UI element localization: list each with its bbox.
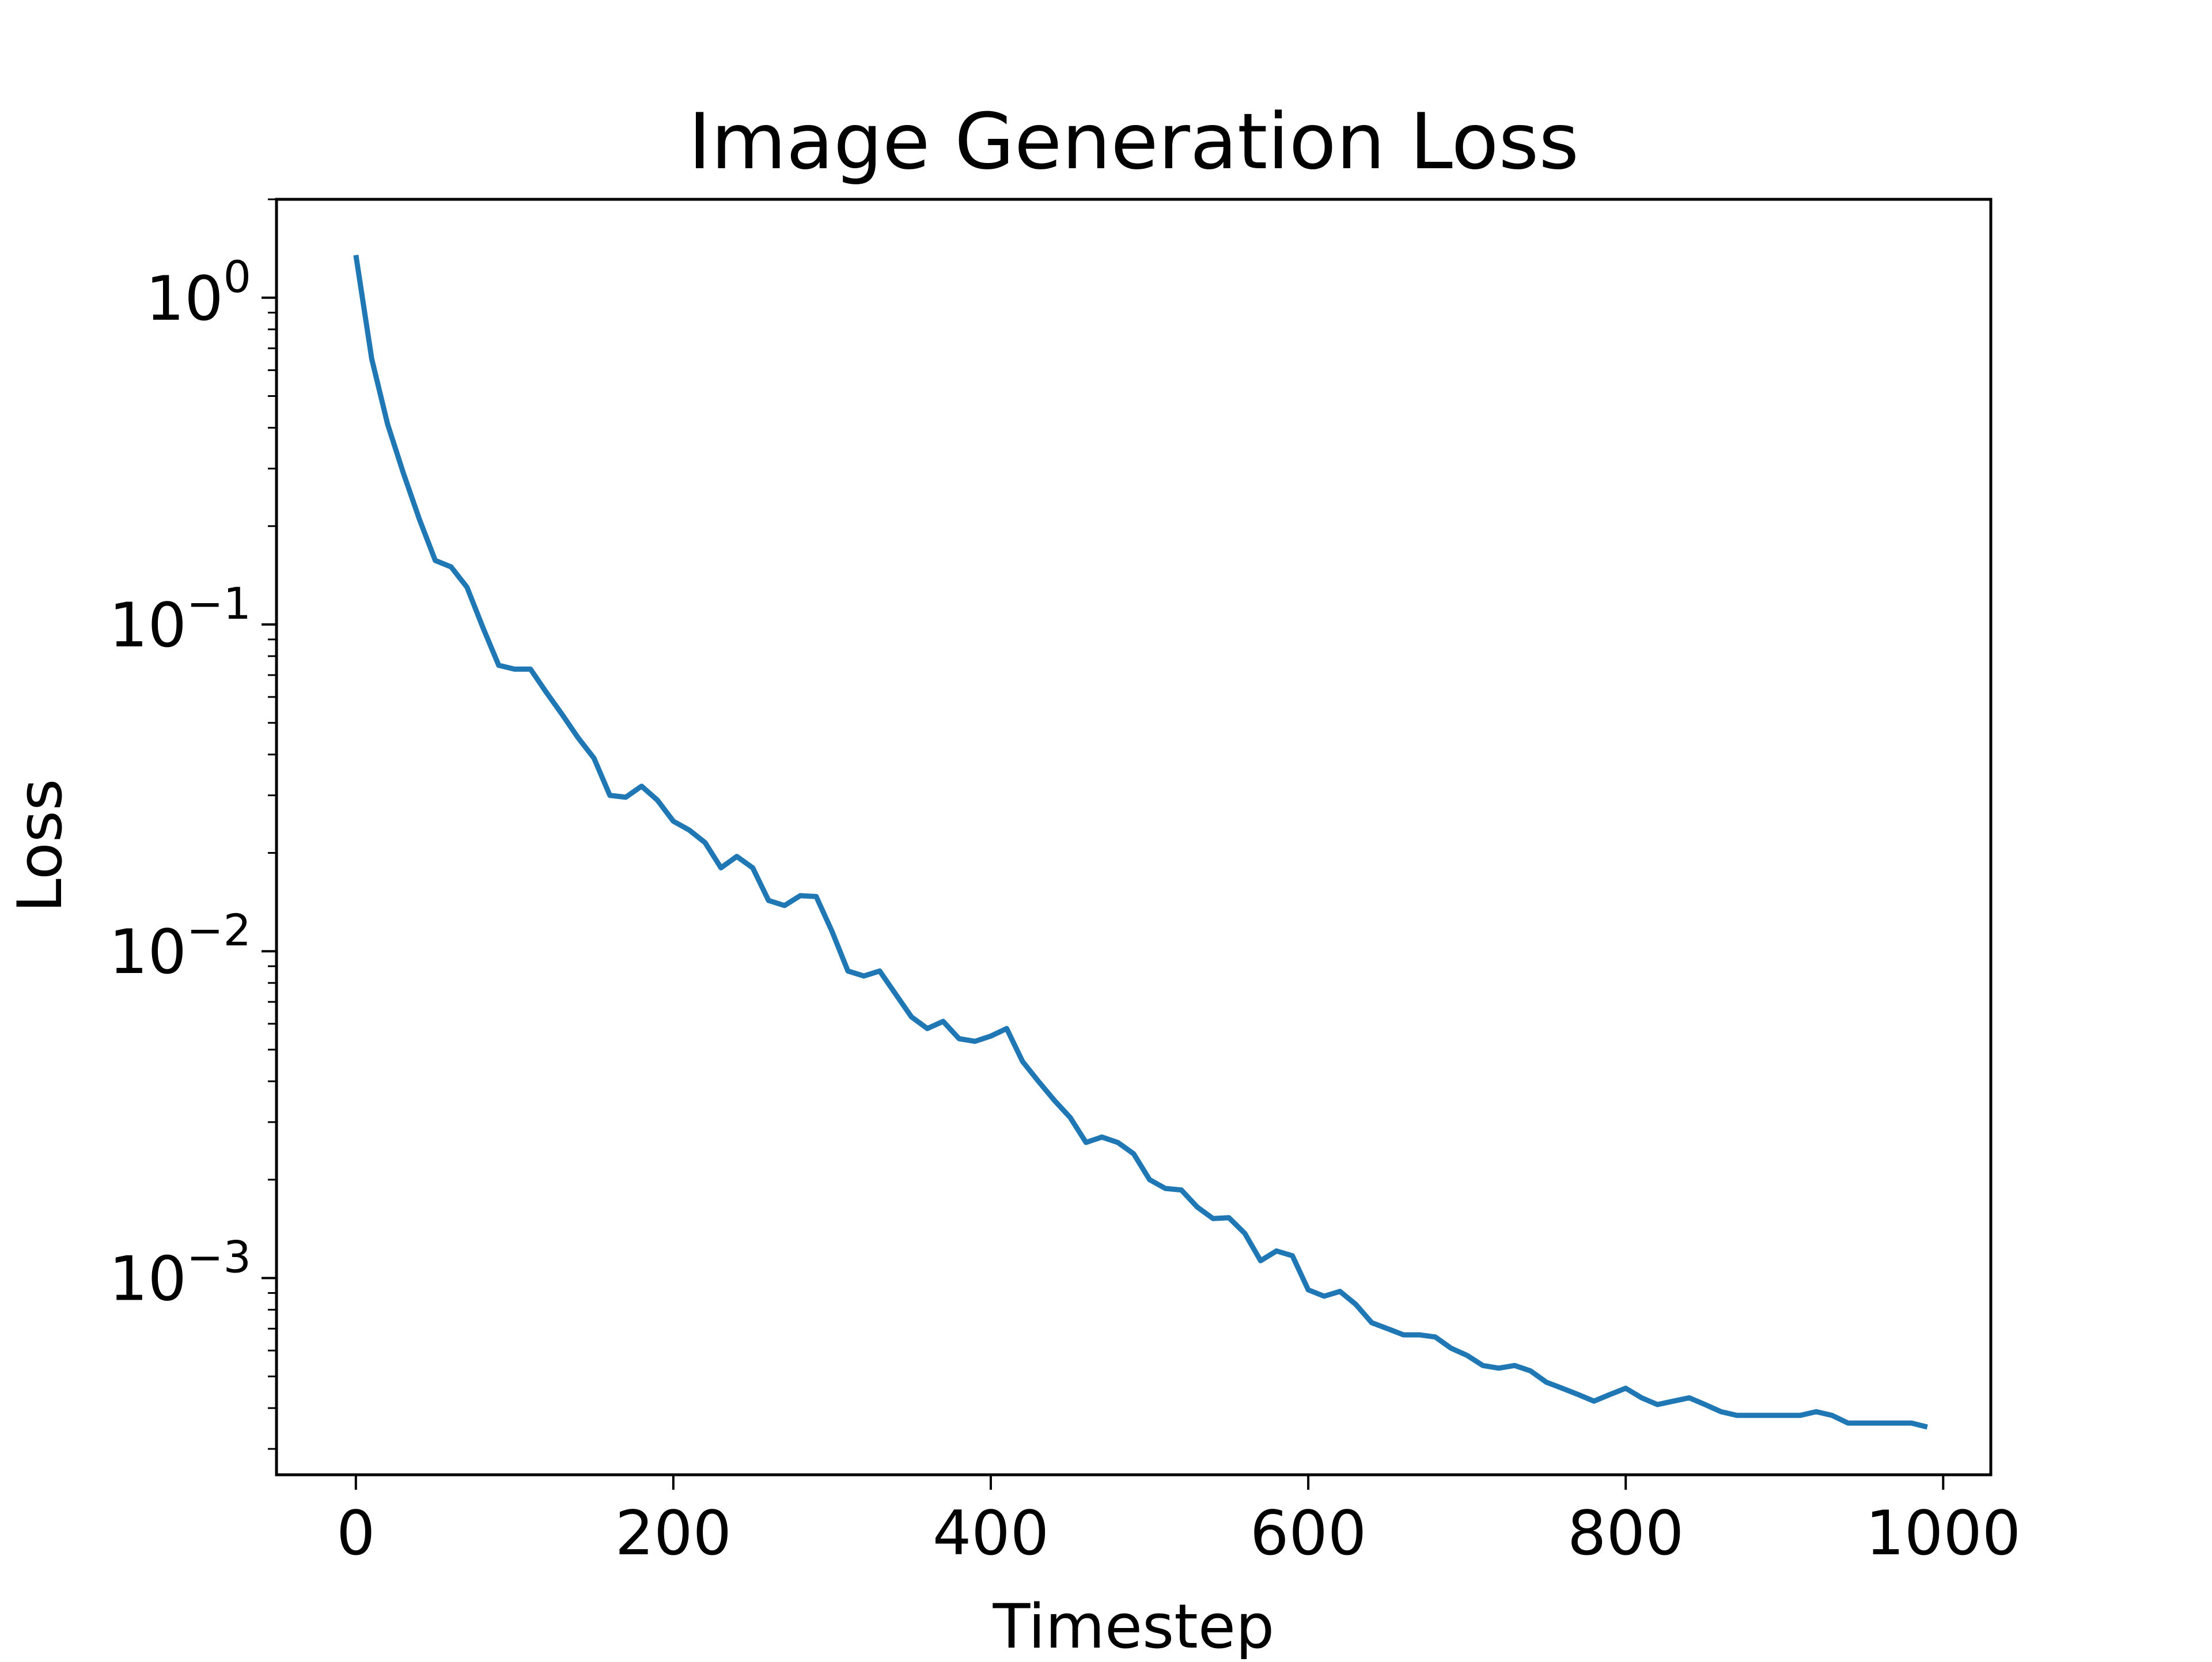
x-tick-label: 600	[1250, 1498, 1366, 1569]
y-tick-exponent: −3	[187, 1231, 251, 1282]
y-tick-exponent: 0	[224, 251, 251, 302]
x-tick-label: 400	[933, 1498, 1049, 1569]
x-tick-label: 1000	[1865, 1498, 2021, 1569]
y-tick-exponent: −2	[187, 904, 251, 956]
y-tick-base: 10	[146, 263, 224, 334]
y-tick-label: 100	[146, 251, 251, 334]
y-tick-base: 10	[109, 917, 187, 987]
y-tick-base: 10	[109, 590, 187, 661]
x-axis-label: Timestep	[993, 1591, 1275, 1659]
y-tick-label: 10−2	[109, 904, 251, 987]
y-tick-label: 10−3	[109, 1231, 251, 1314]
x-tick-label: 0	[336, 1498, 375, 1569]
loss-series-line	[353, 255, 1928, 1430]
x-tick-label: 800	[1567, 1498, 1684, 1569]
x-tick-label: 200	[615, 1498, 732, 1569]
y-axis-label: Loss	[5, 779, 75, 913]
chart-title: Image Generation Loss	[688, 97, 1579, 187]
plot-frame	[275, 198, 1993, 1477]
y-tick-base: 10	[109, 1243, 187, 1314]
y-tick-label: 10−1	[109, 578, 251, 661]
series-layer	[353, 255, 1928, 1430]
y-tick-exponent: −1	[187, 578, 251, 629]
